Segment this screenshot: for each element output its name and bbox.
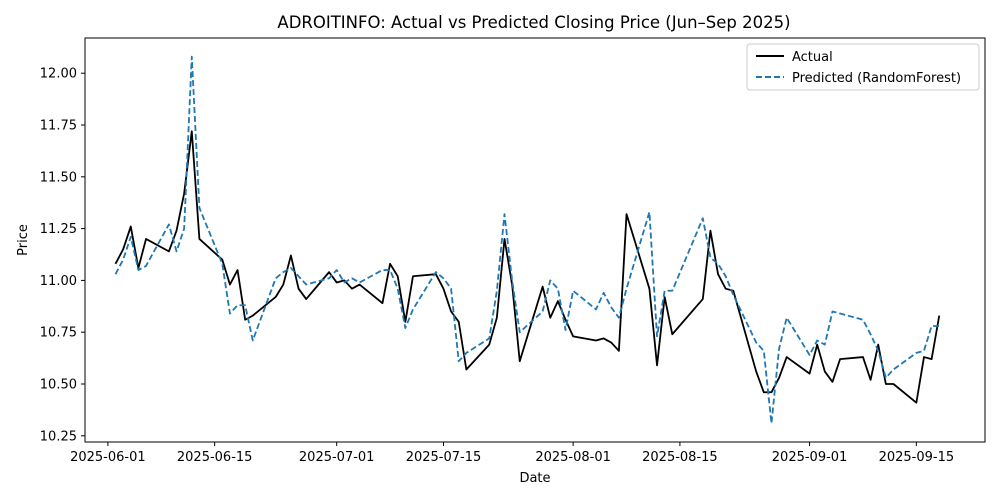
x-tick-label: 2025-08-01: [535, 450, 611, 465]
legend-label-predicted: Predicted (RandomForest): [792, 71, 961, 86]
x-tick-label: 2025-09-01: [772, 450, 848, 465]
plot-background: [85, 38, 985, 442]
y-tick-label: 11.25: [40, 222, 77, 237]
series-line-actual: [114, 130, 941, 404]
x-tick-label: 2025-07-15: [406, 450, 482, 465]
series-line-predicted: [114, 55, 940, 425]
y-tick-label: 10.50: [40, 377, 77, 392]
x-tick-label: 2025-07-01: [299, 450, 375, 465]
plot-area: [84, 37, 986, 443]
series-layer: [114, 55, 941, 425]
legend-box: [746, 43, 980, 91]
y-tick-label: 10.75: [40, 326, 77, 341]
y-tick-label: 11.75: [40, 119, 77, 134]
y-tick-label: 11.00: [40, 274, 77, 289]
x-axis: 2025-06-01 2025-06-15 2025-07-01 2025-07-15…: [70, 442, 954, 465]
x-tick-label: 2025-09-15: [879, 450, 955, 465]
y-tick-label: 11.50: [40, 170, 77, 185]
y-axis: 10.25 10.50 10.75 11.00 11.25 11.50 11.75 12.00: [40, 67, 85, 444]
x-axis-label: Date: [519, 471, 550, 486]
legend: Actual Predicted (RandomForest): [746, 43, 980, 91]
plot-frame: [84, 37, 986, 443]
x-tick-label: 2025-06-15: [177, 450, 253, 465]
y-tick-label: 10.25: [40, 429, 77, 444]
y-axis-label: Price: [16, 224, 31, 256]
y-tick-label: 12.00: [40, 67, 77, 82]
x-tick-label: 2025-08-15: [642, 450, 718, 465]
x-tick-label: 2025-06-01: [70, 450, 146, 465]
legend-label-actual: Actual: [792, 50, 833, 65]
chart-title: ADROITINFO: Actual vs Predicted Closing …: [277, 13, 790, 32]
